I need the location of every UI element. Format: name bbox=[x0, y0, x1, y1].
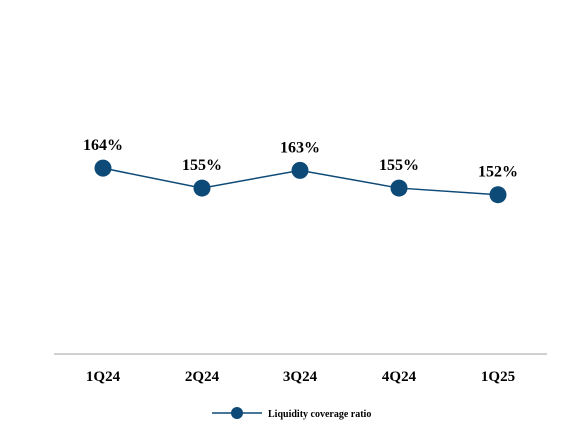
data-point bbox=[94, 159, 112, 177]
data-point bbox=[489, 186, 507, 204]
data-label: 155% bbox=[379, 157, 419, 174]
data-label: 152% bbox=[478, 164, 518, 181]
legend-label: Liquidity coverage ratio bbox=[268, 409, 371, 420]
x-tick-label: 4Q24 bbox=[382, 369, 417, 385]
data-labels: 164% 155% 163% 155% 152% bbox=[83, 137, 518, 181]
legend: Liquidity coverage ratio bbox=[212, 407, 371, 420]
data-point bbox=[291, 161, 309, 179]
legend-marker bbox=[231, 407, 243, 419]
x-axis-tick-labels: 1Q24 2Q24 3Q24 4Q24 1Q25 bbox=[86, 369, 515, 385]
x-tick-label: 2Q24 bbox=[185, 369, 220, 385]
data-point bbox=[193, 179, 211, 197]
x-tick-label: 1Q24 bbox=[86, 369, 121, 385]
data-label: 155% bbox=[182, 157, 222, 174]
data-label: 163% bbox=[280, 139, 320, 156]
series-layer bbox=[94, 159, 507, 204]
x-tick-label: 3Q24 bbox=[283, 369, 318, 385]
data-point bbox=[390, 179, 408, 197]
data-label: 164% bbox=[83, 137, 123, 154]
x-tick-label: 1Q25 bbox=[481, 369, 515, 385]
